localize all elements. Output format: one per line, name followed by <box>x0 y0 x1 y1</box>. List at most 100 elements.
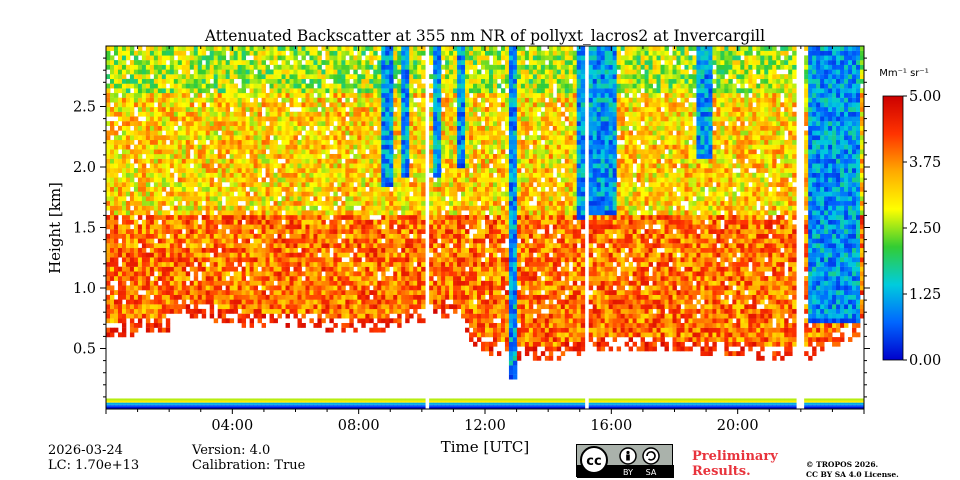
heatmap-cell <box>201 233 207 239</box>
heatmap-cell <box>261 153 266 159</box>
heatmap-cell <box>213 60 219 65</box>
ground-band-cell <box>369 400 374 403</box>
heatmap-cell <box>269 69 274 75</box>
heatmap-cell <box>389 78 394 84</box>
heatmap-cell <box>233 111 239 117</box>
heatmap-cell <box>289 215 294 220</box>
heatmap-cell <box>413 116 418 122</box>
heatmap-cell <box>145 116 151 122</box>
heatmap-cell <box>257 261 262 267</box>
heatmap-cell <box>257 313 262 319</box>
heatmap-cell <box>117 318 123 324</box>
heatmap-cell <box>301 299 306 305</box>
heatmap-cell <box>233 144 239 150</box>
heatmap-cell <box>117 60 123 65</box>
heatmap-cell <box>257 102 262 108</box>
heatmap-cell <box>365 121 370 126</box>
heatmap-cell <box>381 121 386 126</box>
heatmap-cell <box>341 116 346 122</box>
heatmap-cell <box>257 88 262 94</box>
heatmap-cell <box>413 252 418 258</box>
heatmap-cell <box>377 308 382 314</box>
heatmap-cell <box>229 78 235 84</box>
heatmap-cell <box>245 304 251 310</box>
heatmap-cell <box>109 276 115 281</box>
heatmap-cell <box>133 285 139 291</box>
heatmap-cell <box>337 186 342 192</box>
heatmap-cell <box>197 252 203 258</box>
heatmap-cell <box>337 92 342 98</box>
heatmap-cell <box>277 69 282 75</box>
heatmap-cell <box>121 102 127 108</box>
heatmap-cell <box>173 233 179 239</box>
heatmap-cell <box>377 290 382 295</box>
heatmap-cell <box>121 229 127 234</box>
heatmap-cell <box>333 64 338 70</box>
heatmap-cell <box>361 215 366 220</box>
heatmap-cell <box>137 83 143 89</box>
heatmap-cell <box>225 186 231 192</box>
heatmap-cell <box>437 130 442 136</box>
heatmap-cell <box>217 271 223 277</box>
heatmap-cell <box>289 276 294 281</box>
heatmap-cell <box>185 271 191 277</box>
heatmap-cell <box>201 102 207 108</box>
heatmap-cell <box>129 332 135 338</box>
heatmap-cell <box>173 280 179 286</box>
heatmap-cell <box>181 247 187 253</box>
heatmap-cell <box>205 276 211 281</box>
heatmap-cell <box>373 153 378 159</box>
heatmap-cell <box>369 257 374 263</box>
heatmap-cell <box>405 200 410 206</box>
heatmap-cell <box>313 243 318 249</box>
heatmap-cell <box>417 60 422 65</box>
heatmap-cell <box>373 177 378 183</box>
heatmap-cell <box>209 158 215 164</box>
heatmap-cell <box>109 121 115 126</box>
heatmap-cell <box>265 243 270 249</box>
heatmap-cell <box>269 92 274 98</box>
heatmap-cell <box>389 60 394 65</box>
heatmap-cell <box>397 322 402 328</box>
heatmap-cell <box>361 130 366 136</box>
heatmap-cell <box>405 229 410 234</box>
heatmap-cell <box>141 88 147 94</box>
heatmap-cell <box>301 290 306 295</box>
heatmap-cell <box>241 276 247 281</box>
heatmap-cell <box>377 196 382 202</box>
heatmap-cell <box>106 83 111 89</box>
heatmap-cell <box>337 69 342 75</box>
heatmap-cell <box>269 271 274 277</box>
heatmap-cell <box>293 172 298 178</box>
heatmap-cell <box>213 153 219 159</box>
ground-band-cell <box>429 405 434 408</box>
heatmap-cell <box>181 144 187 150</box>
heatmap-cell <box>305 135 310 141</box>
heatmap-cell <box>337 304 342 310</box>
heatmap-cell <box>341 252 346 258</box>
heatmap-cell <box>441 121 446 126</box>
heatmap-cell <box>185 97 191 103</box>
heatmap-cell <box>113 50 119 56</box>
heatmap-cell <box>345 121 350 126</box>
heatmap-cell <box>325 200 330 206</box>
heatmap-cell <box>125 64 131 70</box>
heatmap-cell <box>305 261 310 267</box>
ground-band-cell <box>409 405 414 408</box>
heatmap-cell <box>349 247 354 253</box>
ground-band-cell <box>161 402 167 405</box>
heatmap-cell <box>353 172 358 178</box>
heatmap-cell <box>233 50 239 56</box>
heatmap-cell <box>377 304 382 310</box>
ground-band-cell <box>285 398 290 401</box>
heatmap-cell <box>193 69 199 75</box>
heatmap-cell <box>349 46 354 51</box>
heatmap-cell <box>321 102 326 108</box>
heatmap-cell <box>301 125 306 131</box>
heatmap-cell <box>125 205 131 211</box>
heatmap-cell <box>297 88 302 94</box>
heatmap-cell <box>173 168 179 173</box>
heatmap-cell <box>301 116 306 122</box>
heatmap-cell <box>373 271 378 277</box>
heatmap-cell <box>197 107 203 112</box>
